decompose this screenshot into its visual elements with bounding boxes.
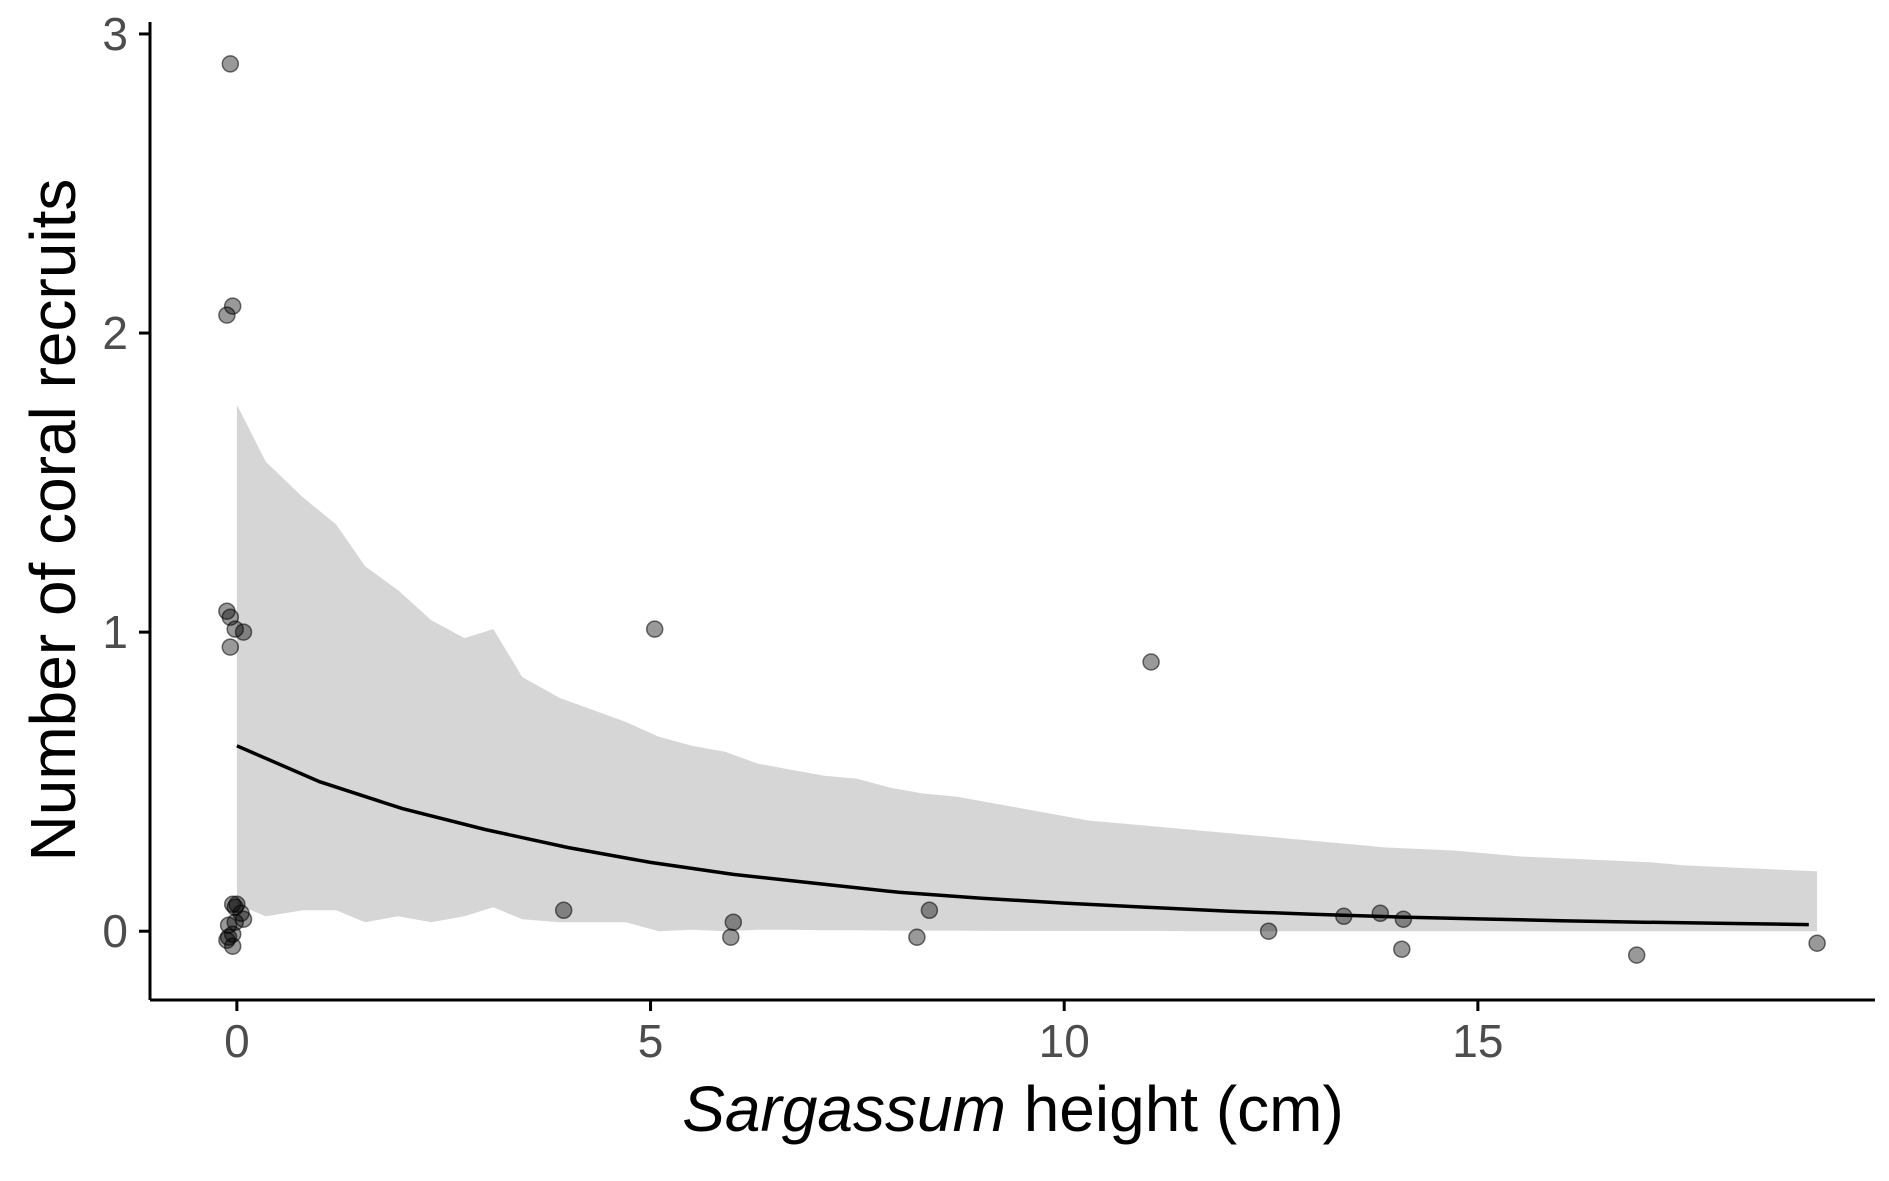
- x-tick-label: 0: [224, 1015, 250, 1067]
- y-axis-ticks: 0 1 2 3: [102, 8, 150, 957]
- fit-line-layer: [236, 744, 1809, 927]
- data-point: [908, 928, 926, 946]
- x-tick-label: 10: [1039, 1015, 1090, 1067]
- data-point: [920, 901, 939, 920]
- x-axis-title-rest: height (cm): [1006, 1073, 1344, 1145]
- y-tick-label: 0: [102, 905, 128, 957]
- data-point: [234, 623, 253, 641]
- data-point: [1142, 653, 1160, 671]
- data-point: [221, 638, 240, 656]
- data-point: [724, 913, 743, 931]
- data-point: [218, 306, 236, 324]
- data-point: [223, 297, 242, 315]
- confidence-ribbon-layer: [236, 404, 1818, 932]
- x-axis-title-italic: Sargassum: [682, 1073, 1006, 1145]
- y-axis-title: Number of coral recruits: [17, 179, 89, 862]
- data-point: [645, 620, 664, 638]
- data-point: [221, 55, 240, 73]
- data-point: [1335, 907, 1353, 926]
- data-point: [1627, 946, 1646, 964]
- data-point: [1394, 910, 1413, 928]
- data-points-layer: [218, 55, 1826, 964]
- data-point: [1808, 934, 1826, 952]
- data-point: [722, 928, 740, 946]
- y-tick-label: 1: [102, 606, 128, 658]
- x-axis-ticks: 0 5 10 15: [224, 1000, 1503, 1067]
- data-point: [223, 937, 242, 955]
- x-axis-title: Sargassum height (cm): [682, 1073, 1344, 1145]
- y-tick-label: 2: [102, 307, 128, 359]
- data-point: [1393, 940, 1411, 958]
- data-point: [1259, 922, 1278, 940]
- fit-line: [236, 744, 1809, 927]
- y-tick-label: 3: [102, 8, 128, 60]
- x-tick-label: 5: [638, 1015, 664, 1067]
- confidence-ribbon: [236, 404, 1818, 932]
- data-point: [1371, 904, 1390, 923]
- x-tick-label: 15: [1452, 1015, 1503, 1067]
- data-point: [554, 901, 573, 920]
